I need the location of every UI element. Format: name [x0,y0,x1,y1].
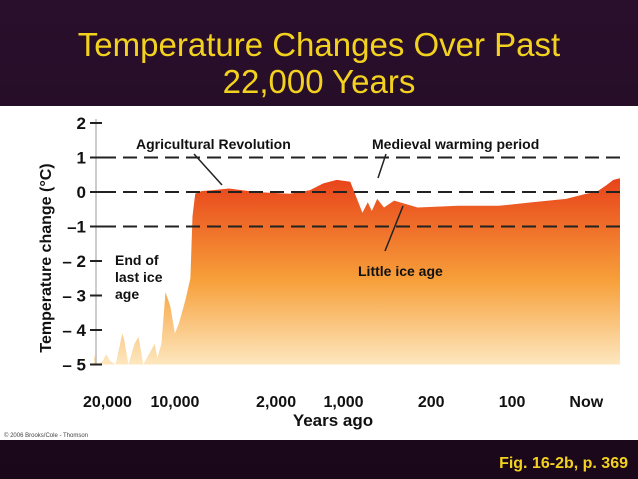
leader-line-agricultural [193,153,223,186]
annotation-agricultural-revolution: Agricultural Revolution [136,136,291,152]
leader-line-medieval [377,153,387,179]
annotation-medieval-warming: Medieval warming period [372,136,539,152]
x-tick-label: 2,000 [256,394,296,411]
y-tick-label: – 3 [62,287,86,306]
x-tick-label: 200 [418,394,445,411]
x-tick-label: 10,000 [150,394,199,411]
y-tick-label: – 4 [62,321,86,340]
y-tick-label: 0 [77,183,86,202]
annotation-end-ice-age-line-1: End of [115,252,159,268]
y-tick-label: –1 [67,218,86,237]
y-axis-label: Temperature change (°C) [38,163,55,352]
x-tick-label: Now [569,394,603,411]
leader-line-little-ice-age [384,205,404,252]
annotation-end-ice-age-line-2: last ice [115,269,163,285]
y-tick-label: – 5 [62,356,86,375]
x-tick-label: 100 [499,394,526,411]
annotation-little-ice-age: Little ice age [358,263,443,279]
slide-title: Temperature Changes Over Past 22,000 Yea… [0,26,638,100]
temperature-chart: 2 1 0 –1 – 2 – 3 – 4 – 5 20,000 10,000 2,000 1,000 2… [4,114,620,439]
y-tick-label: – 2 [62,252,86,271]
figure-panel: 2 1 0 –1 – 2 – 3 – 4 – 5 20,000 10,000 2,000 1,000 2… [0,106,638,440]
y-tick-label: 1 [77,149,86,168]
slide-title-line-1: Temperature Changes Over Past [77,26,561,63]
figure-caption: Fig. 16-2b, p. 369 [499,455,628,472]
copyright-text: © 2006 Brooks/Cole - Thomson [4,432,88,439]
x-tick-label: 20,000 [83,394,132,411]
x-tick-label: 1,000 [323,394,363,411]
x-axis-label: Years ago [293,411,373,430]
slide-title-line-2: 22,000 Years [222,63,416,100]
y-tick-label: 2 [77,114,86,133]
temperature-area [94,178,620,365]
annotation-end-ice-age-line-3: age [115,286,139,302]
